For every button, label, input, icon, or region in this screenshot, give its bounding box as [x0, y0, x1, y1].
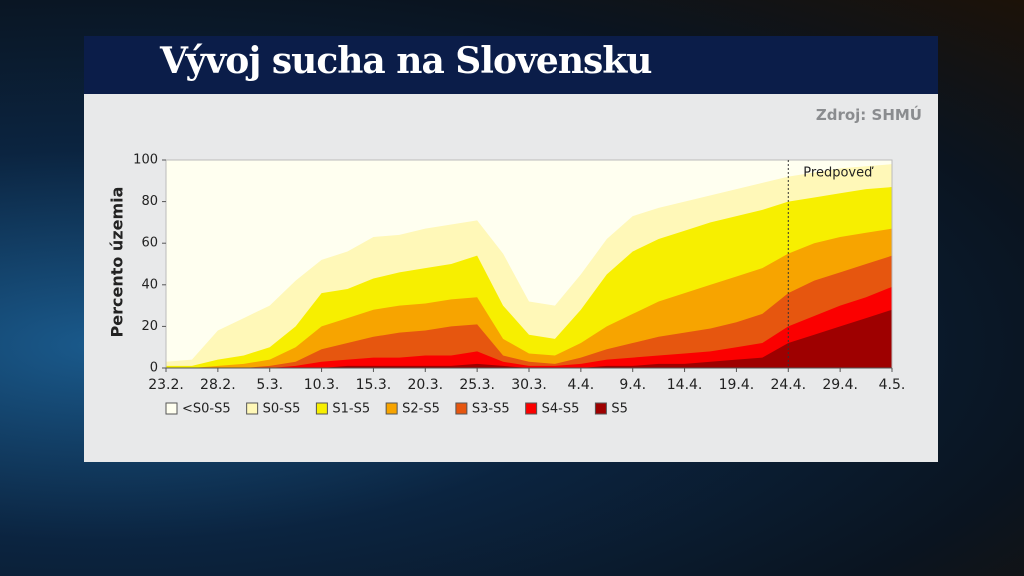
- legend-label: S4-S5: [542, 402, 580, 417]
- y-tick-label: 80: [141, 194, 158, 209]
- x-tick-label: 25.3.: [459, 377, 495, 393]
- area: [166, 309, 892, 368]
- legend-swatch: [594, 402, 607, 415]
- y-tick-label: 100: [133, 153, 158, 168]
- legend-swatch: [525, 402, 538, 415]
- legend-swatch: [385, 402, 398, 415]
- x-tick-label: 29.4.: [822, 377, 858, 393]
- legend-swatch: [455, 402, 468, 415]
- title: Vývoj sucha na Slovensku: [160, 40, 652, 82]
- y-tick-label: 60: [141, 236, 158, 251]
- legend-swatch: [246, 402, 259, 415]
- x-tick-label: 14.4.: [667, 377, 703, 393]
- x-tick-label: 4.4.: [567, 377, 594, 393]
- legend-swatch: [315, 402, 328, 415]
- legend-swatch: [165, 402, 178, 415]
- legend-label: S0-S5: [263, 402, 301, 417]
- banner: Vývoj sucha na Slovensku: [84, 36, 938, 94]
- area: [166, 255, 892, 368]
- y-tick-label: 20: [141, 319, 158, 334]
- x-tick-label: 30.3.: [511, 377, 547, 393]
- x-tick-label: 28.2.: [200, 377, 236, 393]
- y-tick-label: 40: [141, 277, 158, 292]
- legend-label: <S0-S5: [182, 402, 231, 417]
- x-tick-label: 23.2.: [148, 377, 184, 393]
- x-tick-label: 4.5.: [879, 377, 906, 393]
- x-tick-label: 9.4.: [619, 377, 646, 393]
- source: Zdroj: SHMÚ: [815, 106, 922, 124]
- x-tick-label: 19.4.: [719, 377, 755, 393]
- x-tick-label: 10.3.: [304, 377, 340, 393]
- x-tick-label: 20.3.: [407, 377, 443, 393]
- legend-label: S1-S5: [332, 402, 370, 417]
- y-tick-label: 0: [150, 361, 158, 376]
- legend-label: S3-S5: [472, 402, 510, 417]
- y-axis-label: Percento územia: [108, 187, 127, 338]
- x-tick-label: 24.4.: [770, 377, 806, 393]
- annotation: Predpoveď: [803, 166, 874, 181]
- legend-label: S5: [611, 402, 628, 417]
- x-tick-label: 5.3.: [256, 377, 283, 393]
- legend-label: S2-S5: [402, 402, 440, 417]
- x-tick-label: 15.3.: [356, 377, 392, 393]
